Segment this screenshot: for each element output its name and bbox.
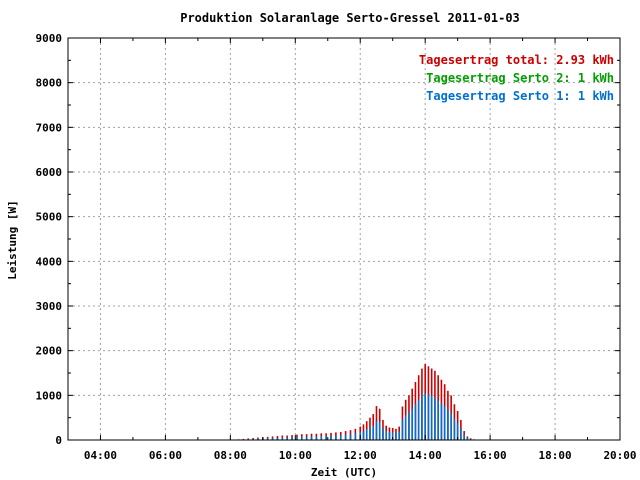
- legend-entry: Tagesertrag total: 2.93 kWh: [419, 53, 614, 67]
- legend: Tagesertrag total: 2.93 kWh Tagesertrag S…: [419, 53, 614, 103]
- y-tick-label: 8000: [36, 77, 63, 90]
- x-tick-label: 06:00: [149, 449, 182, 462]
- y-axis: 0 1000 2000 3000 4000 5000 6000 7000 8000 9000: [36, 32, 620, 447]
- x-tick-label: 04:00: [84, 449, 117, 462]
- y-tick-label: 0: [55, 434, 62, 447]
- y-tick-label: 6000: [36, 166, 63, 179]
- x-axis-label: Zeit (UTC): [311, 466, 377, 479]
- y-tick-label: 3000: [36, 300, 63, 313]
- x-tick-label: 08:00: [214, 449, 247, 462]
- x-tick-label: 14:00: [409, 449, 442, 462]
- legend-entry: Tagesertrag Serto 1: 1 kWh: [426, 89, 614, 103]
- x-axis: 04:00 06:00 08:00 10:00 12:00 14:00 16:00 18:00…: [84, 38, 637, 462]
- y-tick-label: 1000: [36, 389, 63, 402]
- bars-layer: [237, 364, 475, 440]
- chart-title: Produktion Solaranlage Serto-Gressel 201…: [180, 11, 520, 25]
- y-tick-label: 5000: [36, 211, 63, 224]
- x-tick-label: 20:00: [603, 449, 636, 462]
- x-tick-label: 12:00: [344, 449, 377, 462]
- y-tick-label: 7000: [36, 121, 63, 134]
- y-axis-label: Leistung [W]: [6, 200, 19, 279]
- x-tick-label: 16:00: [474, 449, 507, 462]
- y-tick-label: 9000: [36, 32, 63, 45]
- y-tick-label: 4000: [36, 255, 63, 268]
- x-tick-label: 18:00: [538, 449, 571, 462]
- x-tick-label: 10:00: [279, 449, 312, 462]
- legend-entry: Tagesertrag Serto 2: 1 kWh: [426, 71, 614, 85]
- y-tick-label: 2000: [36, 345, 63, 358]
